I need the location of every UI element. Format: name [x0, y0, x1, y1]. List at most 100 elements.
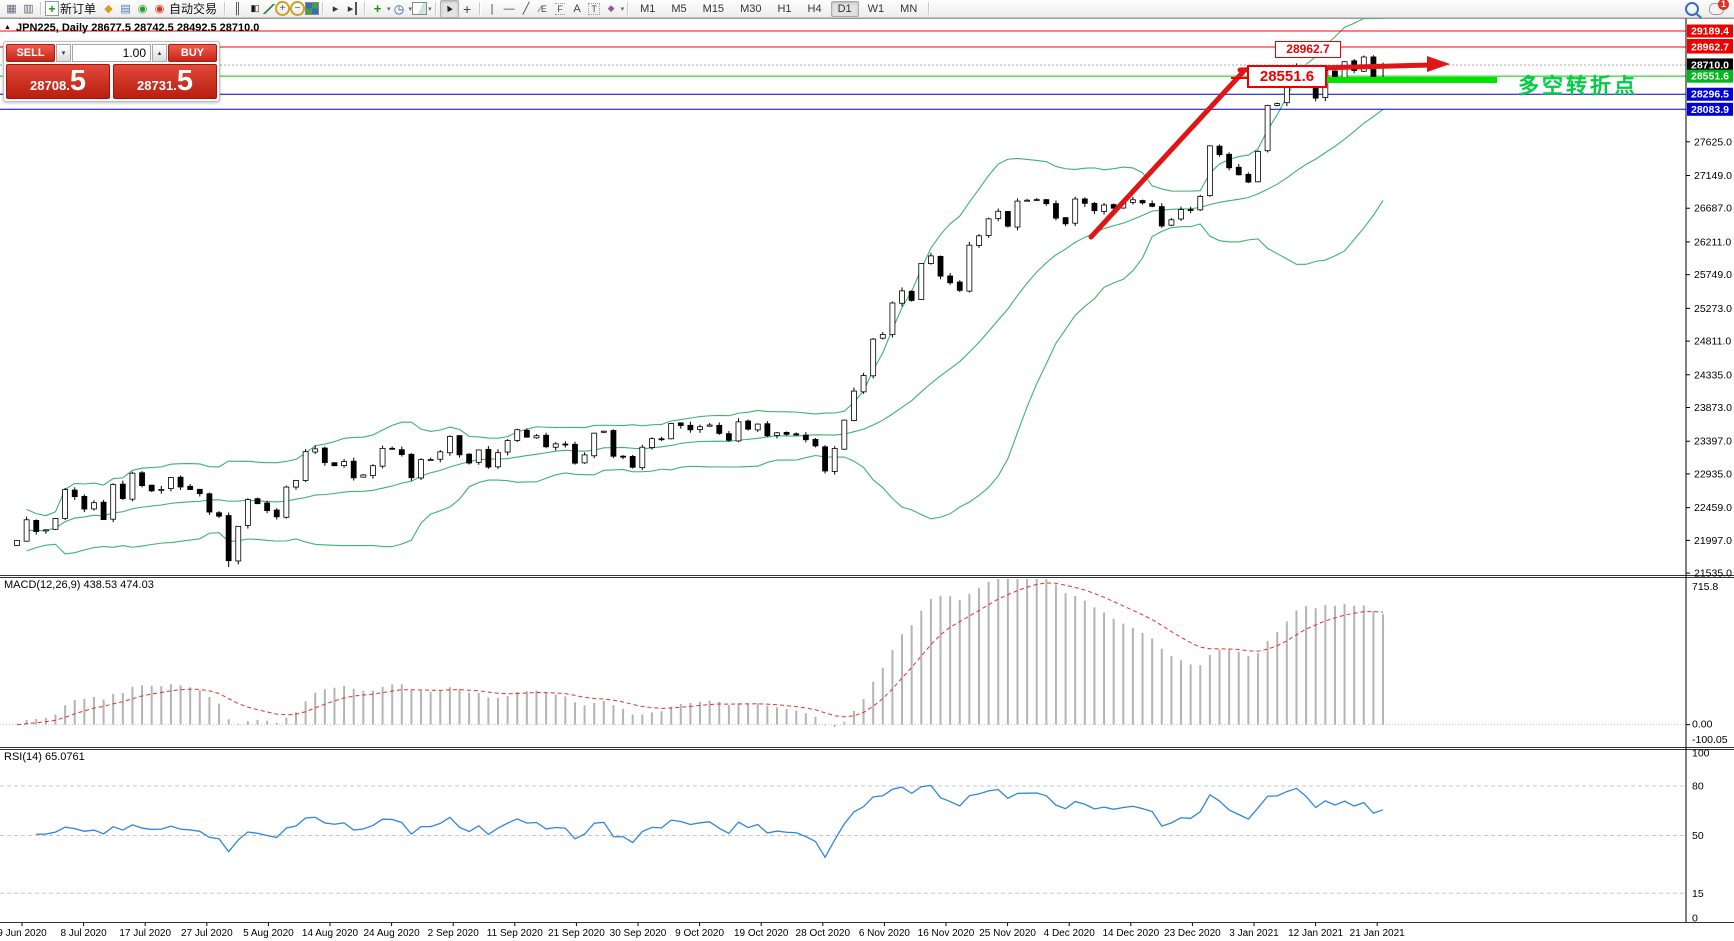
autotrading-button[interactable]: 自动交易 — [169, 2, 218, 16]
new-order-button[interactable]: 新订单 — [60, 2, 97, 16]
styles-icon[interactable] — [100, 1, 117, 17]
resistance-price-annotation[interactable]: 28962.7 — [1275, 41, 1341, 58]
vertical-line[interactable] — [484, 1, 501, 17]
chart-shift-icon[interactable] — [344, 1, 361, 17]
price-axis-tick: 25273.0 — [1694, 303, 1732, 315]
equidistant-channel-icon[interactable] — [535, 1, 552, 17]
auto-scroll[interactable] — [327, 1, 344, 17]
sell-price[interactable]: 28708. 5 — [6, 64, 110, 99]
data-window[interactable] — [20, 1, 37, 17]
date-axis-label: 28 Oct 2020 — [796, 928, 851, 939]
candle-chart[interactable] — [246, 1, 263, 17]
crosshair-icon[interactable] — [459, 1, 476, 17]
price-tag-label: 28083.9 — [1691, 104, 1729, 116]
timeframe-h1[interactable]: H1 — [777, 2, 792, 15]
sell-button[interactable]: SELL — [6, 44, 55, 62]
crosshair[interactable] — [459, 1, 476, 17]
new-order-icon[interactable] — [45, 1, 59, 16]
candle-chart-icon[interactable] — [246, 1, 263, 17]
autotrading-icon[interactable] — [151, 1, 168, 17]
fibonacci[interactable] — [552, 1, 569, 17]
timeframe-m5[interactable]: M5 — [671, 2, 687, 15]
cursor[interactable] — [439, 0, 459, 18]
profiles[interactable] — [117, 1, 134, 17]
tile-windows-icon[interactable] — [305, 2, 320, 15]
arrows-icon[interactable] — [603, 1, 620, 17]
trendline-icon[interactable] — [518, 1, 535, 17]
timeframe-m1[interactable]: M1 — [640, 2, 656, 15]
tile-windows[interactable] — [305, 2, 320, 15]
periods-dropdown-icon[interactable]: ▾ — [408, 5, 413, 13]
arrows-dropdown-icon[interactable]: ▾ — [620, 5, 625, 13]
profiles-icon[interactable] — [117, 1, 134, 17]
search-icon[interactable] — [1685, 1, 1699, 16]
toolbar-separator — [928, 2, 931, 15]
bar-chart-icon[interactable] — [229, 1, 246, 17]
signals[interactable] — [134, 1, 151, 17]
new-order[interactable]: 新订单 — [45, 0, 100, 17]
periods-icon[interactable] — [391, 1, 408, 17]
price-axis-tick: 21997.0 — [1694, 535, 1732, 547]
horizontal-line-icon[interactable] — [501, 1, 518, 17]
timeframe-m30[interactable]: M30 — [740, 2, 762, 15]
date-axis-label: 14 Dec 2020 — [1102, 928, 1159, 939]
buy-price[interactable]: 28731. 5 — [113, 64, 217, 99]
autotrading[interactable]: 自动交易 — [151, 0, 221, 17]
text[interactable] — [569, 1, 586, 17]
timeframe-d1[interactable]: D1 — [830, 0, 859, 17]
fibonacci-icon[interactable] — [552, 1, 569, 17]
styles[interactable] — [100, 1, 117, 17]
timeframe-mn[interactable]: MN — [900, 2, 918, 15]
zoom-in-icon[interactable] — [275, 1, 291, 16]
price-tag — [1687, 69, 1733, 83]
horizontal-line[interactable] — [501, 1, 518, 17]
auto-scroll-icon[interactable] — [327, 1, 344, 17]
templates[interactable]: ▾ — [412, 2, 432, 15]
signals-icon[interactable] — [134, 1, 151, 17]
chart-shift[interactable] — [344, 1, 361, 17]
zoom-in[interactable] — [275, 1, 291, 16]
market-watch[interactable] — [3, 1, 20, 17]
timeframe-m15[interactable]: M15 — [702, 2, 725, 15]
timeframe-h4[interactable]: H4 — [807, 2, 822, 15]
line-chart[interactable] — [263, 3, 276, 14]
volume-up-button[interactable]: ▴ — [152, 44, 167, 62]
zoom-out-icon[interactable] — [290, 1, 306, 16]
support-price-annotation[interactable]: 28551.6 — [1247, 65, 1327, 88]
zoom-out[interactable] — [290, 1, 306, 16]
rsi-axis-label: 50 — [1692, 830, 1704, 842]
text-icon[interactable] — [569, 1, 586, 17]
line-chart-icon[interactable] — [263, 3, 276, 14]
bull-bear-turning-point-note[interactable]: 多空转折点 — [1518, 75, 1638, 98]
volume-down-button[interactable]: ▾ — [56, 44, 71, 62]
indicators-icon[interactable] — [369, 1, 386, 17]
indicators[interactable]: ▾ — [369, 1, 391, 17]
equidistant-channel[interactable] — [535, 1, 552, 17]
templates-dropdown-icon[interactable]: ▾ — [428, 5, 432, 13]
market-watch-icon[interactable] — [3, 1, 20, 17]
timeframe-w1[interactable]: W1 — [867, 2, 885, 15]
bar-chart[interactable] — [229, 1, 246, 17]
volume-input[interactable] — [72, 44, 151, 62]
trendline[interactable] — [518, 1, 535, 17]
date-axis-label: 17 Jul 2020 — [119, 928, 171, 939]
arrows[interactable]: ▾ — [603, 1, 625, 17]
data-window-icon[interactable] — [20, 1, 37, 17]
text-label-icon[interactable] — [586, 1, 603, 17]
price-axis-tick: 26211.0 — [1694, 236, 1731, 248]
text-label[interactable] — [586, 1, 603, 17]
templates-icon[interactable] — [412, 2, 428, 15]
pane-frame — [0, 18, 1734, 923]
panel-toggle-icon[interactable]: ▲ — [4, 24, 11, 31]
periods[interactable]: ▾ — [391, 1, 413, 17]
notifications-icon[interactable]: 1 — [1709, 0, 1729, 15]
one-click-trading-panel: SELL ▾ ▴ BUY 28708.5 28731.5 — [3, 41, 220, 102]
trend-arrow-diagonal[interactable] — [1088, 69, 1246, 240]
buy-button[interactable]: BUY — [168, 44, 217, 62]
indicators-dropdown-icon[interactable]: ▾ — [387, 5, 391, 13]
sell-price-main: 28708 — [30, 78, 67, 93]
vertical-line-icon[interactable] — [484, 1, 501, 17]
price-axis-tick: 25749.0 — [1694, 269, 1732, 281]
cursor-icon[interactable] — [439, 0, 459, 18]
